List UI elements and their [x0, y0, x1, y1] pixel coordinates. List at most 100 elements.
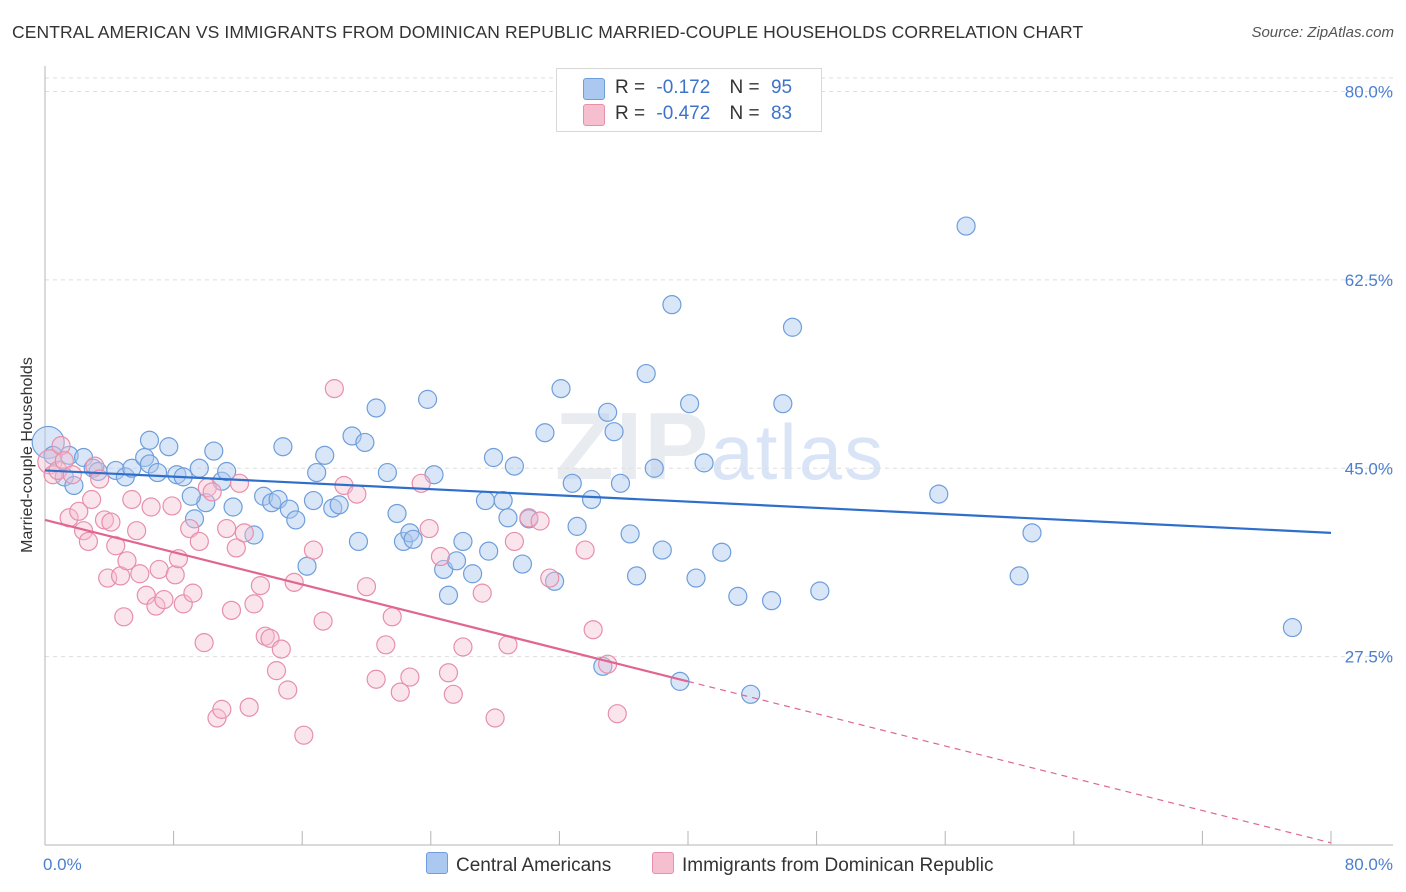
dominican-immigrant-point [51, 436, 71, 456]
central-american-point [551, 379, 571, 399]
central-americans-trend-line [44, 469, 1332, 534]
central-american-point [366, 398, 386, 418]
dominican-immigrant-point [504, 531, 524, 552]
central-american-point [223, 497, 243, 517]
dominican-immigrant-point [101, 512, 121, 532]
central-american-point [610, 473, 631, 493]
dominican-immigrant-point [519, 508, 539, 528]
legend-swatch-central-americans [583, 78, 605, 100]
central-american-point [403, 529, 423, 549]
dominican-immigrant-point [114, 607, 134, 627]
central-american-point [147, 462, 168, 483]
central-american-point [712, 542, 732, 562]
dominican-immigrant-point [62, 465, 82, 485]
central-american-point [728, 586, 748, 606]
dominican-immigrant-point [356, 577, 377, 597]
central-american-point [122, 458, 142, 478]
dominican-immigrant-point [250, 575, 271, 596]
central-american-point [761, 591, 782, 611]
central-american-point [303, 490, 324, 511]
series-legend-dominican-immigrants: Immigrants from Dominican Republic [652, 852, 994, 877]
central-american-point [446, 551, 467, 571]
dominican-immigrant-point [485, 708, 505, 728]
central-american-point [315, 445, 335, 465]
central-american-point [417, 389, 438, 409]
central-american-point [273, 437, 293, 457]
central-american-point [204, 441, 224, 461]
dominican-immigrant-point [271, 639, 291, 659]
dominican-immigrant-point [583, 620, 603, 640]
dominican-immigrants-points [37, 379, 627, 745]
dominican-immigrant-point [244, 594, 264, 614]
dominican-immigrant-point [294, 725, 314, 745]
dominican-immigrant-point [382, 607, 402, 627]
legend-n-value: 95 [770, 77, 793, 98]
central-american-point [636, 363, 656, 384]
dominican-immigrant-point [575, 540, 595, 560]
dominican-immigrant-point [419, 518, 439, 539]
central-american-point [956, 216, 976, 236]
dominican-immigrant-point [472, 583, 492, 603]
legend-n-label: N = [729, 77, 760, 98]
legend-r-value: -0.472 [656, 103, 711, 124]
central-american-point [535, 423, 555, 443]
central-american-point [598, 402, 618, 422]
dominican-immigrant-point [530, 511, 550, 531]
dominican-immigrant-point [400, 667, 420, 687]
central-american-point [782, 317, 803, 337]
dominican-immigrant-point [173, 594, 193, 614]
legend-row-central-americans: R = -0.172 N = 95 [615, 77, 792, 99]
legend-r-value: -0.172 [656, 77, 711, 98]
series-swatch-central-americans [426, 852, 448, 874]
central-american-point [297, 556, 317, 576]
central-american-point [694, 453, 714, 473]
dominican-immigrant-point [180, 518, 200, 539]
watermark: ZIPatlas [555, 392, 885, 502]
dominican-immigrant-point [149, 559, 169, 580]
central-american-point [159, 437, 179, 457]
central-american-point [438, 585, 459, 605]
dominican-immigrant-point [117, 551, 137, 571]
central-american-point [43, 445, 63, 465]
central-american-point [512, 554, 533, 574]
central-american-point [307, 462, 327, 483]
dominican-immigrant-point [443, 684, 463, 704]
dominican-immigrant-point [347, 484, 367, 504]
dominican-immigrant-point [82, 489, 102, 510]
dominican-immigrant-point [540, 568, 560, 588]
x-tick-label: 80.0% [1345, 855, 1393, 874]
legend-r-label: R = [615, 77, 646, 98]
dominican-immigrant-point [324, 379, 344, 399]
dominican-immigrant-point [90, 469, 110, 489]
dominican-immigrant-point [217, 518, 237, 539]
dominican-immigrant-point [438, 663, 459, 683]
dominican-immigrant-point [390, 682, 410, 702]
central-american-point [620, 524, 640, 544]
central-american-point [139, 430, 160, 450]
central-american-point [1009, 566, 1029, 586]
central-american-point [1022, 523, 1042, 543]
central-american-point [31, 425, 65, 460]
dominican-immigrant-point [598, 654, 618, 674]
dominican-immigrant-point [607, 704, 627, 724]
dominican-immigrant-point [212, 699, 232, 719]
dominican-immigrant-point [183, 583, 203, 603]
central-american-point [626, 566, 647, 586]
legend-n-value: 83 [770, 103, 793, 124]
legend-row-dominican-immigrants: R = -0.472 N = 83 [615, 103, 792, 125]
central-american-point [686, 568, 706, 588]
legend-n-label: N = [729, 103, 760, 124]
dominican-immigrant-point [165, 565, 185, 585]
central-american-point [604, 422, 624, 442]
dominican-immigrant-point [141, 497, 161, 517]
dominican-immigrant-point [136, 585, 156, 605]
series-legend-central-americans: Central Americans [426, 852, 611, 877]
watermark-zip: ZIP [555, 393, 711, 500]
central-american-point [662, 295, 682, 315]
chart-title: CENTRAL AMERICAN VS IMMIGRANTS FROM DOMI… [12, 22, 1084, 42]
dominican-immigrant-point [226, 538, 246, 558]
chart-source: Source: ZipAtlas.com [1251, 24, 1394, 41]
dominican-immigrants-trend-line [44, 518, 689, 683]
legend-r-label: R = [615, 103, 646, 124]
